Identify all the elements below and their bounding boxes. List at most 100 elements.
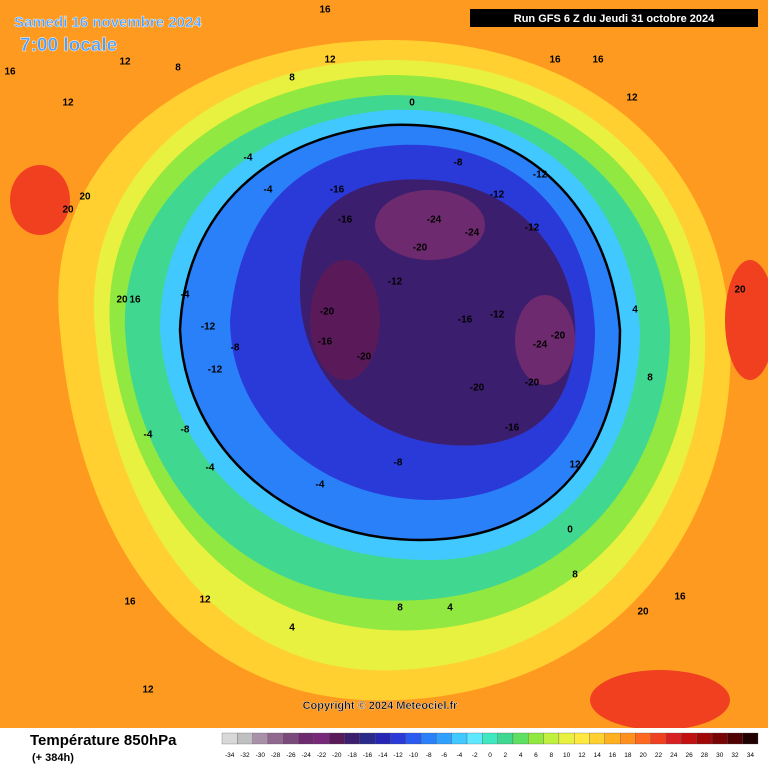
contour-label: 4 — [447, 603, 453, 614]
contour-label: 8 — [647, 373, 653, 384]
contour-label: -20 — [525, 378, 540, 389]
legend-tick-label: -24 — [302, 752, 312, 759]
contour-label: 12 — [62, 98, 74, 109]
contour-label: 12 — [324, 55, 336, 66]
contour-label: -4 — [206, 463, 215, 474]
legend-tick-label: 20 — [640, 752, 648, 759]
legend-swatch — [221, 732, 238, 745]
legend-swatch — [252, 732, 269, 745]
contour-label: -12 — [533, 170, 548, 181]
contour-label: -16 — [330, 185, 345, 196]
legend-swatch — [543, 732, 560, 745]
legend-swatch — [298, 732, 315, 745]
warm-core — [10, 165, 70, 235]
legend-swatch — [635, 732, 651, 745]
contour-label: -8 — [394, 458, 403, 469]
contour-label: -24 — [465, 228, 480, 239]
contour-label: 12 — [119, 57, 131, 68]
legend-swatch — [512, 732, 529, 745]
contour-label: -20 — [470, 383, 485, 394]
legend-tick-label: -12 — [393, 752, 403, 759]
contour-label: 12 — [142, 685, 154, 696]
contour-label: -12 — [490, 190, 505, 201]
legend-swatch — [313, 732, 330, 745]
legend-tick-label: 28 — [701, 752, 709, 759]
contour-label: 12 — [199, 595, 211, 606]
legend-tick-label: -14 — [378, 752, 388, 759]
legend-tick-label: -16 — [363, 752, 373, 759]
contour-label: 4 — [632, 305, 638, 316]
legend-swatch — [420, 732, 437, 745]
time: 7:00 locale — [20, 35, 117, 56]
cold-core — [310, 260, 380, 380]
legend-tick-label: 0 — [488, 752, 492, 759]
legend-swatch — [359, 732, 376, 745]
legend-swatch — [237, 732, 253, 745]
contour-label: 20 — [734, 285, 746, 296]
legend-tick-label: -34 — [225, 752, 235, 759]
legend-swatch — [451, 732, 468, 745]
contour-label: 16 — [4, 67, 16, 78]
legend-swatch — [405, 732, 422, 745]
legend-swatch — [374, 732, 391, 745]
contour-label: -4 — [181, 290, 190, 301]
zero-isotherm — [178, 123, 622, 542]
legend-swatch — [329, 732, 345, 745]
contour-label: 0 — [567, 525, 573, 536]
legend-tick-label: -30 — [256, 752, 266, 759]
contour-label: 12 — [626, 93, 638, 104]
legend-tick-label: 14 — [594, 752, 602, 759]
contour-label: -4 — [316, 480, 325, 491]
run-box — [470, 9, 758, 27]
legend-tick-label: 2 — [504, 752, 508, 759]
contour-label: 16 — [129, 295, 141, 306]
contour-label: 8 — [175, 63, 181, 74]
legend-tick-label: 22 — [655, 752, 663, 759]
legend-tick-label: 30 — [716, 752, 724, 759]
legend-swatch — [681, 732, 697, 745]
contour-label: 16 — [319, 5, 331, 16]
contour-label: -8 — [454, 158, 463, 169]
legend-tick-label: 10 — [563, 752, 571, 759]
legend-tick-label: -20 — [332, 752, 342, 759]
contour-label: 20 — [79, 192, 91, 203]
legend-swatch — [436, 732, 452, 745]
contour-label: 20 — [62, 205, 74, 216]
cold-core — [515, 295, 575, 385]
variable: Température 850hPa — [30, 732, 177, 749]
legend-swatch — [344, 732, 360, 745]
legend-tick-label: -32 — [240, 752, 250, 759]
legend-tick-label: -26 — [286, 752, 296, 759]
contour-label: -12 — [525, 223, 540, 234]
contour-label: -4 — [244, 153, 253, 164]
contour-label: 16 — [592, 55, 604, 66]
legend-tick-label: 24 — [670, 752, 678, 759]
contour-label: -24 — [427, 215, 442, 226]
contour-label: -12 — [208, 365, 223, 376]
legend-tick-label: -28 — [271, 752, 281, 759]
legend-swatch — [604, 732, 621, 745]
legend-swatch — [466, 732, 483, 745]
color-legend: -34 -32 -30 -28 -26 -24 -22 -20 -18 -16 -14 -12 -10-… — [221, 732, 759, 759]
legend-tick-label: 32 — [731, 752, 739, 759]
legend-tick-label: 26 — [685, 752, 693, 759]
legend-tick-label: -6 — [441, 752, 447, 759]
legend-swatch — [696, 732, 713, 745]
cold-core — [375, 190, 485, 260]
legend-swatch — [742, 732, 759, 745]
legend-swatch — [727, 732, 743, 745]
lead-time: (+ 384h) — [32, 752, 74, 764]
legend-tick-label: -22 — [317, 752, 327, 759]
contour-label: 0 — [409, 98, 415, 109]
legend-swatch — [665, 732, 682, 745]
legend-tick-label: -8 — [426, 752, 432, 759]
contour-label: 12 — [569, 460, 581, 471]
legend-tick-label: 6 — [534, 752, 538, 759]
legend-swatch — [558, 732, 575, 745]
contour-label: -20 — [357, 352, 372, 363]
legend-swatch — [267, 732, 284, 745]
contour-label: -8 — [181, 425, 190, 436]
legend-tick-label: 12 — [578, 752, 586, 759]
